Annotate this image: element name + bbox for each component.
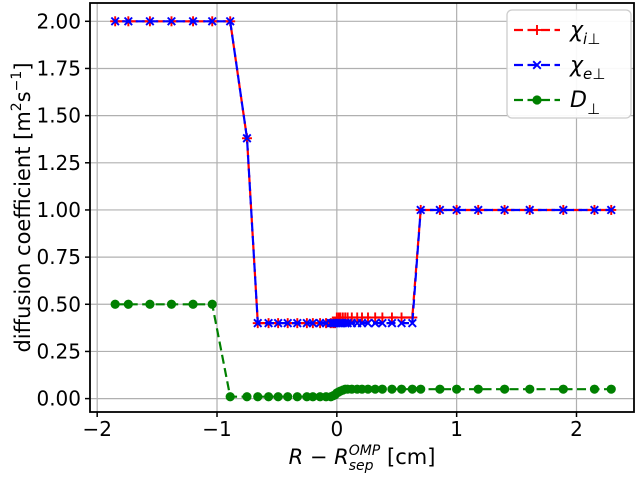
circle-marker-icon	[242, 392, 252, 402]
circle-marker-icon	[589, 384, 600, 394]
x-tick-label: −1	[202, 417, 231, 441]
x-marker-icon	[242, 133, 252, 143]
circle-marker-icon	[166, 299, 177, 309]
y-tick-label: 2.00	[36, 9, 81, 33]
legend-label-chi_e_perp: χe⊥	[569, 53, 605, 83]
x-marker-icon	[340, 318, 350, 328]
legend-item-chi_e_perp: χe⊥	[514, 53, 605, 83]
x-marker-icon	[167, 16, 176, 26]
axes-spines	[89, 2, 635, 413]
legend-item-D_perp: D⊥	[514, 88, 600, 118]
circle-marker-icon	[283, 392, 293, 402]
circle-marker-icon	[416, 384, 426, 394]
x-marker-icon	[377, 318, 387, 328]
x-marker-icon	[435, 205, 445, 215]
legend-label-chi_i_perp: χi⊥	[569, 18, 600, 48]
x-marker-icon	[416, 205, 426, 215]
x-marker-icon	[188, 16, 198, 26]
axis-ticks: −2 −1 0 1 2 0.00 0.25 0.50 0.75 1.00 1.25 1.50 1.75 2…	[36, 9, 582, 441]
circle-marker-icon	[253, 392, 263, 402]
circle-marker-icon	[558, 384, 568, 394]
series-D_perp	[110, 299, 616, 402]
circle-marker-icon	[370, 384, 380, 394]
x-marker-icon	[558, 205, 568, 215]
x-marker-icon	[273, 318, 283, 328]
y-tick-label: 1.00	[36, 198, 81, 222]
circle-marker-icon	[110, 299, 120, 309]
circle-marker-icon	[188, 299, 198, 309]
circle-marker-icon	[207, 299, 217, 309]
circle-marker-icon	[396, 384, 407, 394]
circle-marker-icon	[532, 95, 542, 105]
series-chi_e_perp	[110, 16, 616, 328]
x-marker-icon	[110, 16, 120, 26]
x-marker-icon	[387, 318, 397, 328]
x-marker-icon	[532, 60, 542, 70]
x-marker-icon	[292, 318, 302, 328]
y-tick-label: 0.50	[36, 292, 81, 316]
circle-marker-icon	[273, 392, 283, 402]
x-marker-icon	[500, 205, 510, 215]
circle-marker-icon	[263, 392, 274, 402]
circle-marker-icon	[123, 299, 133, 309]
x-marker-icon	[407, 318, 417, 328]
x-marker-icon	[308, 318, 318, 328]
x-marker-icon	[473, 205, 483, 215]
x-tick-label: 1	[450, 417, 463, 441]
legend-box	[506, 9, 632, 119]
circle-marker-icon	[225, 392, 235, 402]
y-tick-label: 0.00	[36, 387, 81, 411]
circle-marker-icon	[292, 392, 302, 402]
y-tick-label: 0.75	[36, 245, 81, 269]
x-marker-icon	[452, 205, 462, 215]
circle-marker-icon	[525, 384, 535, 394]
y-tick-label: 1.25	[36, 151, 81, 175]
circle-marker-icon	[473, 384, 483, 394]
x-marker-icon	[397, 318, 407, 328]
circle-marker-icon	[606, 384, 616, 394]
legend-label-D_perp: D⊥	[570, 88, 600, 118]
x-tick-label: −2	[82, 417, 111, 441]
x-marker-icon	[606, 205, 616, 215]
x-marker-icon	[123, 16, 133, 26]
y-axis-label: diffusion coefficient [m2s−1]	[9, 62, 35, 352]
y-tick-label: 1.50	[36, 104, 81, 128]
x-marker-icon	[264, 318, 274, 328]
x-marker-icon	[253, 318, 263, 328]
x-marker-icon	[589, 205, 599, 215]
x-tick-label: 2	[570, 417, 583, 441]
x-marker-icon	[525, 205, 535, 215]
circle-marker-icon	[407, 384, 417, 394]
x-marker-icon	[207, 16, 217, 26]
legend-item-chi_i_perp: χi⊥	[514, 18, 600, 48]
x-marker-icon	[145, 16, 155, 26]
x-marker-icon	[363, 318, 373, 328]
x-marker-icon	[370, 318, 380, 328]
circle-marker-icon	[377, 384, 387, 394]
circle-marker-icon	[435, 384, 445, 394]
x-tick-label: 0	[330, 417, 343, 441]
x-marker-icon	[225, 16, 235, 26]
legend: χi⊥ χe⊥ D⊥	[506, 9, 632, 119]
circle-marker-icon	[499, 384, 510, 394]
circle-marker-icon	[387, 384, 397, 394]
circle-marker-icon	[363, 384, 373, 394]
x-axis-label: R − ROMP sep [cm]	[289, 443, 436, 474]
y-tick-label: 1.75	[36, 56, 81, 80]
y-tick-label: 0.25	[36, 339, 81, 363]
circle-marker-icon	[308, 392, 318, 402]
circle-marker-icon	[145, 299, 155, 309]
x-marker-icon	[283, 318, 293, 328]
circle-marker-icon	[452, 384, 462, 394]
